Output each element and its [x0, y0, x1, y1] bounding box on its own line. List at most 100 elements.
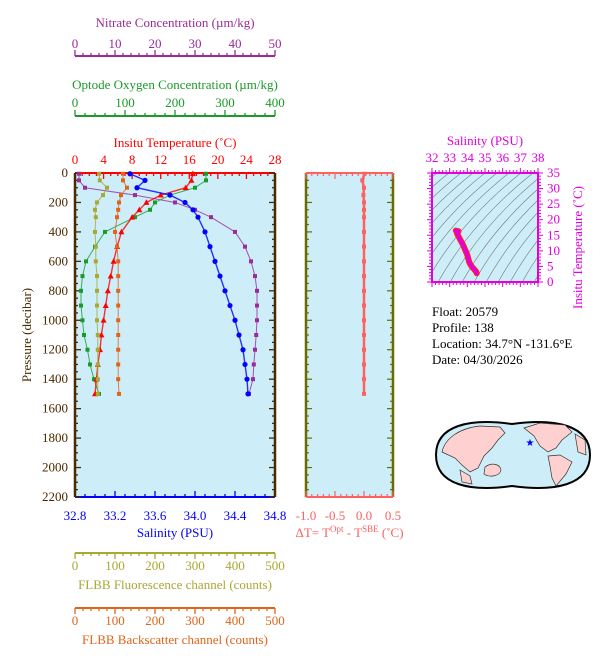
backscatter-tick-label: 100: [105, 613, 125, 628]
temperature-tick-label: 24: [240, 152, 254, 167]
delta-t-point: [362, 259, 366, 264]
backscatter-point: [116, 318, 121, 323]
float-location-star-icon: ★: [526, 438, 535, 449]
backscatter-point: [125, 185, 129, 190]
ts-salinity-tick-label: 35: [479, 150, 492, 165]
oxygen-point: [79, 288, 83, 293]
backscatter-point: [116, 362, 121, 367]
salinity-point: [167, 192, 173, 198]
delta-t-axis-title: ΔT= TOpt - TSBE (˚C): [295, 524, 403, 540]
backscatter-point: [117, 200, 121, 205]
ts-temperature-tick-label: 20: [547, 212, 560, 227]
backscatter-tick-label: 0: [72, 613, 79, 628]
salinity-point: [240, 347, 246, 353]
nitrate-tick-label: 30: [189, 36, 202, 51]
oxygen-point: [153, 200, 157, 205]
backscatter-point: [116, 303, 121, 308]
fluorescence-point: [95, 377, 100, 382]
oxygen-point: [103, 229, 107, 234]
delta-t-point: [362, 288, 366, 293]
profile-plot-area: [75, 173, 275, 497]
temperature-tick-label: 16: [183, 152, 197, 167]
nitrate-point: [249, 259, 253, 264]
nitrate-point: [251, 362, 256, 367]
temperature-point: [136, 206, 143, 213]
density-contour: [432, 173, 486, 224]
oxygen-point: [133, 215, 137, 220]
salinity-point: [236, 332, 242, 338]
delta-t-tick-label: -0.5: [325, 508, 346, 523]
oxygen-axis-title: Optode Oxygen Concentration (µm/kg): [72, 77, 278, 92]
salinity-point: [232, 317, 238, 323]
salinity-point: [222, 288, 228, 294]
pressure-tick-label: 2000: [42, 460, 68, 475]
temperature-point: [110, 258, 117, 264]
delta-t-tick-label: 0.5: [385, 508, 401, 523]
map-land: [459, 469, 473, 485]
fluorescence-point: [95, 347, 100, 352]
nitrate-point: [233, 229, 237, 234]
ts-salinity-tick-label: 34: [461, 150, 475, 165]
oxygen-tick-label: 200: [165, 95, 185, 110]
salinity-point: [227, 302, 233, 309]
pressure-tick-label: 1400: [42, 371, 68, 386]
backscatter-point: [119, 193, 123, 198]
delta-t-point: [362, 377, 366, 382]
density-contour: [473, 199, 538, 282]
backscatter-point: [116, 207, 121, 212]
ts-temperature-tick-label: 5: [547, 258, 554, 273]
salinity-point: [195, 214, 201, 220]
fluorescence-tick-label: 100: [105, 558, 125, 573]
map-land: [483, 463, 502, 477]
nitrate-point: [83, 185, 87, 190]
salinity-point: [127, 171, 133, 177]
temperature-point: [118, 228, 125, 235]
nitrate-point: [253, 274, 257, 279]
ts-temperature-tick-label: 0: [547, 274, 554, 289]
backscatter-point: [121, 178, 125, 183]
salinity-tick-label: 34.8: [264, 508, 287, 523]
fluorescence-point: [95, 391, 100, 396]
ts-salinity-tick-label: 37: [514, 150, 528, 165]
nitrate-point: [253, 347, 257, 352]
salinity-tick-label: 34.0: [184, 508, 207, 523]
fluorescence-axis-title: FLBB Fluorescence channel (counts): [78, 577, 272, 592]
salinity-point: [245, 391, 251, 397]
ts-temperature-tick-label: 35: [547, 165, 560, 180]
density-contours: [432, 173, 538, 282]
fluorescence-point: [95, 318, 99, 323]
density-contour: [449, 178, 538, 282]
salinity-point: [190, 207, 196, 213]
temperature-axis-title: Insitu Temperature (˚C): [113, 135, 236, 150]
ts-temperature-tick-label: 30: [547, 181, 560, 196]
salinity-axis-title: Salinity (PSU): [137, 525, 213, 540]
delta-t-point: [362, 333, 366, 337]
temperature-point: [107, 272, 114, 279]
nitrate-axis-title: Nitrate Concentration (µm/kg): [95, 15, 254, 30]
backscatter-tick-label: 400: [225, 613, 245, 628]
delta-t-tick-label: 0.0: [356, 508, 372, 523]
salinity-tick-label: 34.4: [224, 508, 247, 523]
temperature-tick-label: 0: [72, 152, 79, 167]
salinity-point: [242, 361, 248, 368]
delta-t-plot-area: [306, 173, 393, 497]
fluorescence-point: [101, 193, 105, 198]
delta-t-point: [362, 207, 366, 212]
oxygen-tick-label: 100: [115, 95, 135, 110]
fluorescence-point: [105, 185, 109, 190]
nitrate-point: [254, 333, 259, 337]
salinity-point: [207, 244, 213, 250]
world-map: [434, 421, 592, 489]
delta-t-point: [362, 318, 366, 323]
delta-t-point: [362, 200, 366, 205]
fluorescence-point: [93, 244, 98, 249]
delta-t-point: [362, 391, 366, 396]
nitrate-point: [209, 215, 213, 220]
backscatter-tick-label: 500: [265, 613, 285, 628]
salinity-tick-label: 33.2: [104, 508, 127, 523]
delta-t-point: [360, 178, 365, 183]
float-id: Float: 20579: [432, 304, 499, 319]
ts-temperature-tick-label: 25: [547, 196, 560, 211]
pressure-tick-label: 2200: [42, 489, 68, 504]
pressure-tick-label: 1800: [42, 430, 68, 445]
